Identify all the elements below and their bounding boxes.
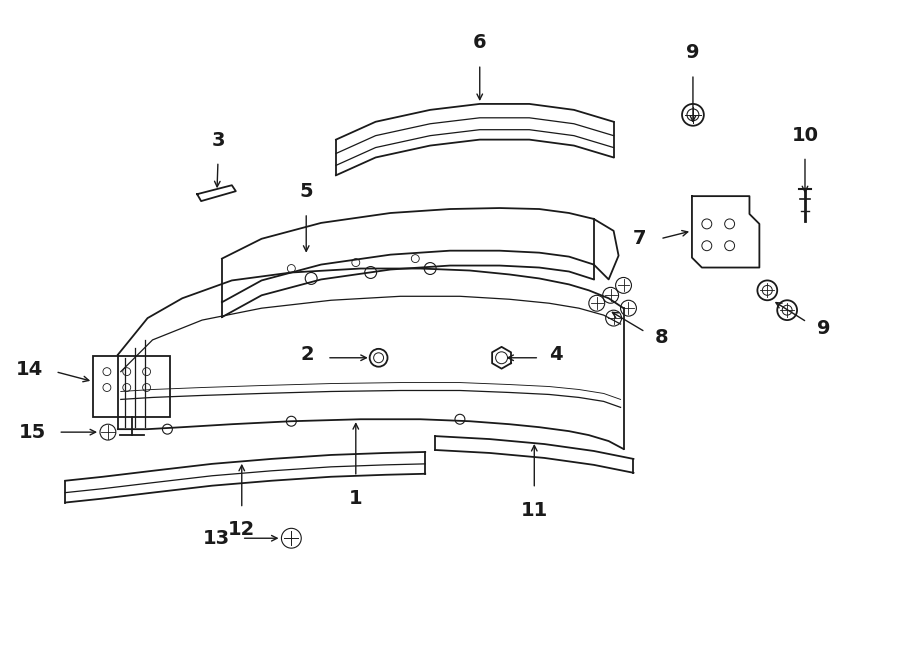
Text: 6: 6 (472, 33, 487, 52)
Text: 3: 3 (212, 130, 225, 149)
Text: 8: 8 (654, 329, 668, 348)
Text: 2: 2 (301, 345, 314, 364)
Text: 5: 5 (300, 182, 313, 201)
Text: 1: 1 (349, 488, 363, 508)
Text: 9: 9 (686, 43, 699, 62)
Text: 10: 10 (791, 126, 818, 145)
Text: 15: 15 (19, 422, 47, 442)
Text: 14: 14 (16, 360, 43, 379)
Text: 13: 13 (202, 529, 230, 548)
Text: 7: 7 (633, 229, 646, 249)
Text: 4: 4 (549, 345, 562, 364)
Text: 9: 9 (817, 319, 831, 338)
Text: 12: 12 (228, 520, 256, 539)
Text: 11: 11 (521, 500, 548, 520)
Bar (93, 356, 170, 417)
